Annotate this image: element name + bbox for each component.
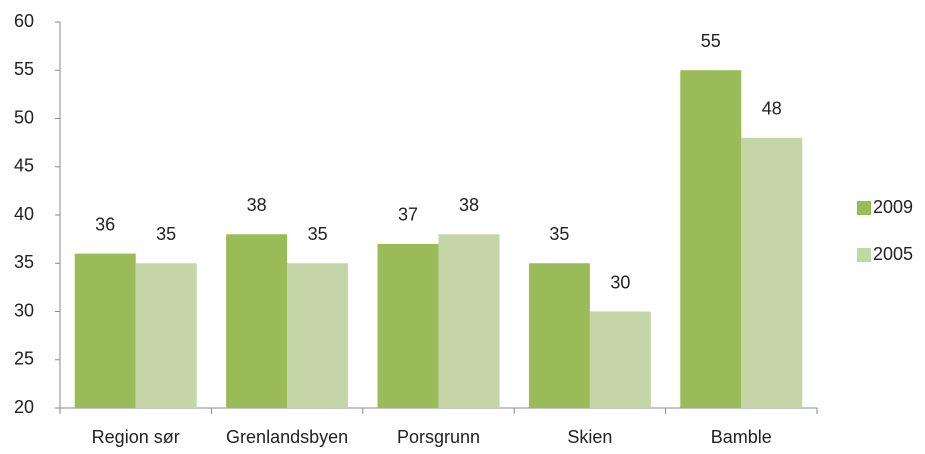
y-tick-label: 60 (14, 11, 34, 31)
x-tick-label: Porsgrunn (397, 427, 480, 447)
bar (377, 243, 439, 408)
data-label: 35 (156, 224, 176, 244)
data-label: 30 (610, 272, 630, 292)
x-tick-label: Skien (567, 427, 612, 447)
legend-label: 2009 (873, 197, 913, 217)
y-tick-label: 45 (14, 156, 34, 176)
y-tick-label: 40 (14, 204, 34, 224)
data-label: 48 (762, 99, 782, 119)
y-tick-label: 20 (14, 397, 34, 417)
bar (74, 253, 136, 408)
legend-swatch (857, 201, 871, 215)
bar (680, 70, 742, 408)
bar (741, 137, 803, 409)
y-tick-label: 30 (14, 300, 34, 320)
x-tick-label: Bamble (711, 427, 772, 447)
data-label: 38 (247, 195, 267, 215)
y-tick-label: 55 (14, 59, 34, 79)
data-label: 36 (95, 214, 115, 234)
data-label: 37 (398, 205, 418, 225)
data-label: 38 (459, 195, 479, 215)
x-tick-label: Grenlandsbyen (226, 427, 348, 447)
y-tick-label: 35 (14, 252, 34, 272)
bar (287, 263, 349, 408)
legend-label: 2005 (873, 244, 913, 264)
bar (438, 234, 500, 408)
bar (135, 263, 197, 408)
data-label: 35 (549, 224, 569, 244)
x-tick-label: Region sør (92, 427, 180, 447)
bar (528, 263, 590, 408)
y-tick-label: 50 (14, 107, 34, 127)
data-label: 55 (701, 31, 721, 51)
bar (226, 234, 288, 408)
data-label: 35 (308, 224, 328, 244)
y-tick-label: 25 (14, 349, 34, 369)
legend-swatch (857, 248, 871, 262)
bar (589, 311, 651, 408)
